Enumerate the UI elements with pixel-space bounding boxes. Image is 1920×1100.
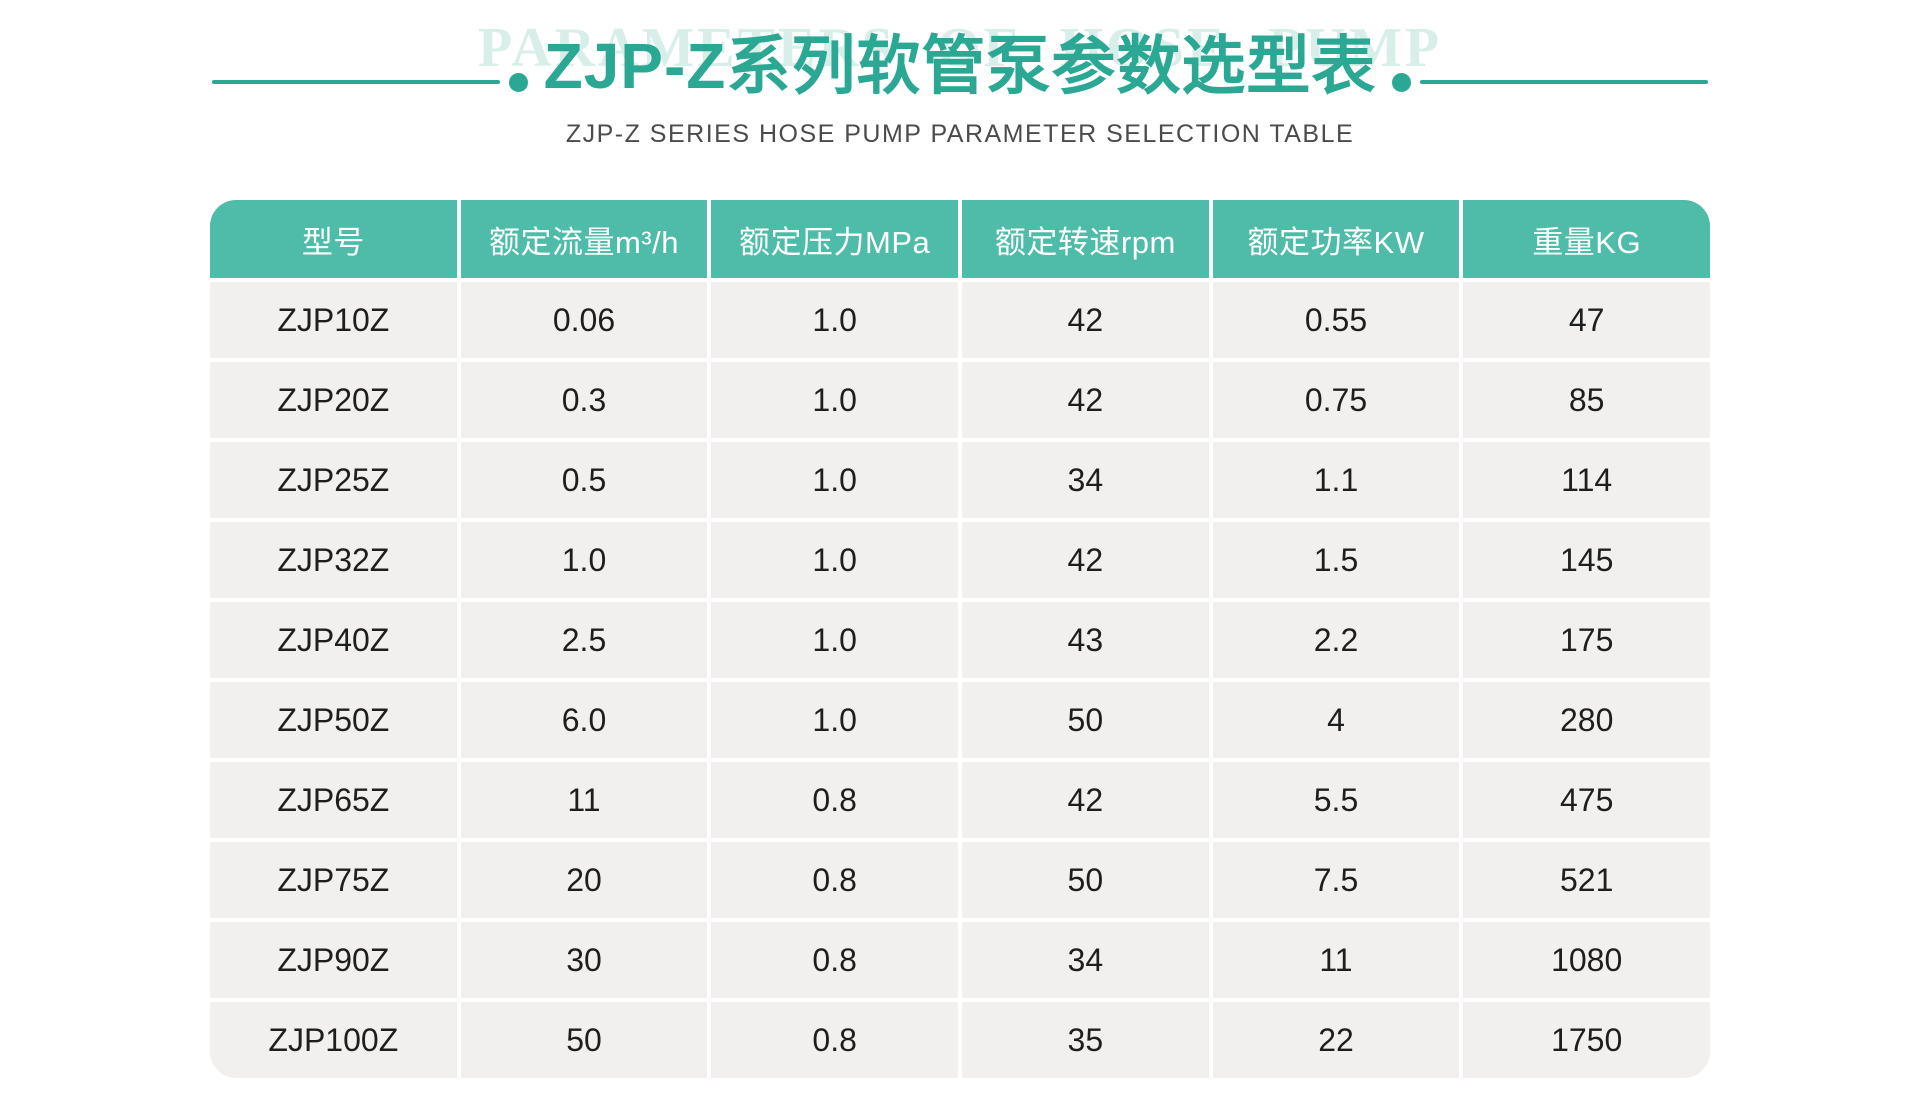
table-body: ZJP10Z 0.06 1.0 42 0.55 47 ZJP20Z 0.3 1.0 42 0.75 8… — [210, 282, 1710, 1078]
column-header: 额定转速rpm — [962, 200, 1209, 278]
model-cell: ZJP65Z — [210, 762, 457, 838]
value-cell: 1.0 — [460, 522, 708, 598]
deco-line-right — [1420, 80, 1709, 85]
table-row: ZJP65Z 11 0.8 42 5.5 475 — [210, 762, 1710, 838]
page-subtitle: ZJP-Z SERIES HOSE PUMP PARAMETER SELECTI… — [565, 120, 1355, 148]
value-cell: 1.1 — [1212, 442, 1460, 518]
value-cell: 50 — [962, 682, 1209, 758]
watermark-text: PARAMETERS OF HOSE PUMP — [478, 17, 1442, 79]
deco-dot-right — [1392, 72, 1412, 92]
value-cell: 20 — [460, 842, 708, 918]
model-cell: ZJP10Z — [210, 282, 457, 358]
value-cell: 475 — [1463, 762, 1710, 838]
model-cell: ZJP90Z — [210, 922, 457, 998]
model-cell: ZJP100Z — [210, 1002, 457, 1078]
value-cell: 5.5 — [1212, 762, 1460, 838]
value-cell: 0.06 — [460, 282, 708, 358]
value-cell: 2.2 — [1212, 602, 1460, 678]
value-cell: 1750 — [1463, 1002, 1710, 1078]
model-cell: ZJP25Z — [210, 442, 457, 518]
table-row: ZJP32Z 1.0 1.0 42 1.5 145 — [210, 522, 1710, 598]
column-header: 重量KG — [1463, 200, 1710, 278]
column-header: 额定功率KW — [1212, 200, 1460, 278]
value-cell: 34 — [962, 922, 1209, 998]
value-cell: 280 — [1463, 682, 1710, 758]
value-cell: 50 — [962, 842, 1209, 918]
value-cell: 1.0 — [711, 522, 958, 598]
value-cell: 0.75 — [1212, 362, 1460, 438]
title-section: PARAMETERS OF HOSE PUMP ZJP-Z系列软管泵参数选型表 … — [0, 0, 1920, 200]
page-title: ZJP-Z系列软管泵参数选型表 — [543, 30, 1377, 102]
value-cell: 1.0 — [711, 362, 958, 438]
model-cell: ZJP32Z — [210, 522, 457, 598]
title-row: ZJP-Z系列软管泵参数选型表 — [0, 30, 1920, 104]
value-cell: 42 — [962, 762, 1209, 838]
title-deco-right — [1392, 72, 1709, 92]
value-cell: 6.0 — [460, 682, 708, 758]
value-cell: 11 — [1212, 922, 1460, 998]
value-cell: 0.5 — [460, 442, 708, 518]
value-cell: 521 — [1463, 842, 1710, 918]
value-cell: 35 — [962, 1002, 1209, 1078]
value-cell: 43 — [962, 602, 1209, 678]
value-cell: 1.0 — [711, 282, 958, 358]
value-cell: 0.3 — [460, 362, 708, 438]
deco-line-left — [211, 80, 500, 85]
column-header: 型号 — [210, 200, 457, 278]
value-cell: 0.55 — [1212, 282, 1460, 358]
value-cell: 11 — [460, 762, 708, 838]
value-cell: 7.5 — [1212, 842, 1460, 918]
value-cell: 2.5 — [460, 602, 708, 678]
value-cell: 1.0 — [711, 602, 958, 678]
table-row: ZJP20Z 0.3 1.0 42 0.75 85 — [210, 362, 1710, 438]
value-cell: 30 — [460, 922, 708, 998]
value-cell: 1.0 — [711, 442, 958, 518]
value-cell: 4 — [1212, 682, 1460, 758]
model-cell: ZJP40Z — [210, 602, 457, 678]
column-header: 额定压力MPa — [711, 200, 958, 278]
model-cell: ZJP20Z — [210, 362, 457, 438]
value-cell: 22 — [1212, 1002, 1460, 1078]
title-deco-left — [211, 72, 528, 92]
value-cell: 145 — [1463, 522, 1710, 598]
value-cell: 34 — [962, 442, 1209, 518]
model-cell: ZJP50Z — [210, 682, 457, 758]
value-cell: 42 — [962, 522, 1209, 598]
table-row: ZJP90Z 30 0.8 34 11 1080 — [210, 922, 1710, 998]
model-cell: ZJP75Z — [210, 842, 457, 918]
value-cell: 1.5 — [1212, 522, 1460, 598]
value-cell: 42 — [962, 282, 1209, 358]
table-row: ZJP75Z 20 0.8 50 7.5 521 — [210, 842, 1710, 918]
value-cell: 50 — [460, 1002, 708, 1078]
parameter-table: 型号 额定流量m³/h 额定压力MPa 额定转速rpm 额定功率KW 重量KG ZJP10… — [210, 200, 1710, 1078]
value-cell: 85 — [1463, 362, 1710, 438]
value-cell: 1080 — [1463, 922, 1710, 998]
value-cell: 114 — [1463, 442, 1710, 518]
column-header: 额定流量m³/h — [460, 200, 708, 278]
value-cell: 0.8 — [711, 842, 958, 918]
table-row: ZJP10Z 0.06 1.0 42 0.55 47 — [210, 282, 1710, 358]
table-row: ZJP40Z 2.5 1.0 43 2.2 175 — [210, 602, 1710, 678]
table-row: ZJP50Z 6.0 1.0 50 4 280 — [210, 682, 1710, 758]
value-cell: 42 — [962, 362, 1209, 438]
value-cell: 1.0 — [711, 682, 958, 758]
value-cell: 0.8 — [711, 762, 958, 838]
value-cell: 175 — [1463, 602, 1710, 678]
value-cell: 47 — [1463, 282, 1710, 358]
deco-dot-left — [508, 72, 528, 92]
table-row: ZJP100Z 50 0.8 35 22 1750 — [210, 1002, 1710, 1078]
value-cell: 0.8 — [711, 1002, 958, 1078]
table-row: ZJP25Z 0.5 1.0 34 1.1 114 — [210, 442, 1710, 518]
value-cell: 0.8 — [711, 922, 958, 998]
table-header-row: 型号 额定流量m³/h 额定压力MPa 额定转速rpm 额定功率KW 重量KG — [210, 200, 1710, 278]
